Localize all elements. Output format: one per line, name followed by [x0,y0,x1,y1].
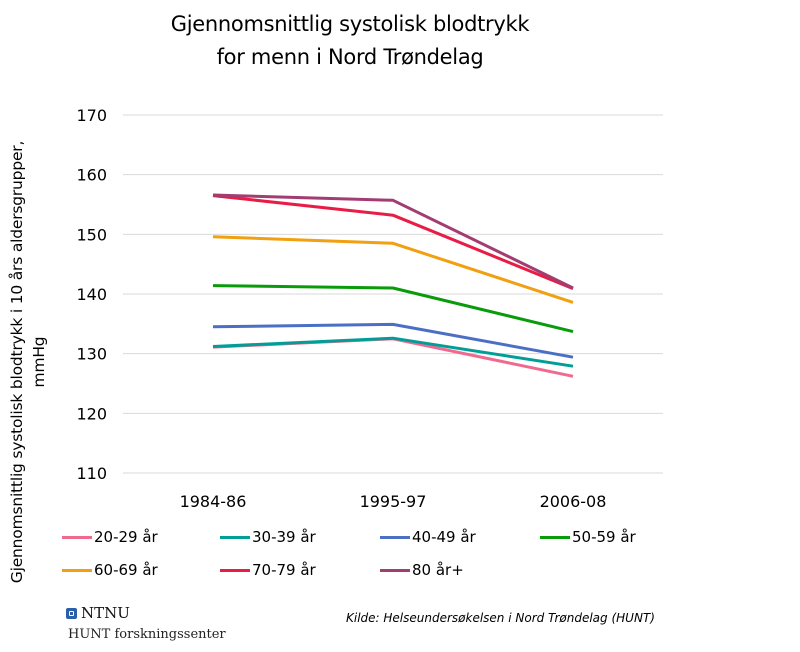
legend-item: 80 år+ [380,561,464,579]
legend-item: 40-49 år [380,528,476,546]
legend-swatch [62,568,92,572]
y-tick-label: 130 [76,345,107,364]
organization-name: HUNT forskningssenter [68,627,226,642]
y-tick-label: 110 [76,464,107,483]
chart-title-line-1: Gjennomsnittlig systolisk blodtrykk [170,12,530,36]
series-line-4 [212,284,574,334]
legend-label: 50-59 år [572,528,636,546]
legend-item: 30-39 år [220,528,316,546]
series-line-7 [212,193,574,290]
legend-swatch [220,568,250,572]
x-tick-label: 1995-97 [360,492,427,511]
chart-title-line-2: for menn i Nord Trøndelag [216,45,484,69]
x-tick-label: 2006-08 [540,492,607,511]
legend-swatch [540,535,570,539]
series-line-2 [212,336,574,368]
y-tick-label: 140 [76,285,107,304]
legend-item: 20-29 år [62,528,158,546]
y-tick-label: 160 [76,166,107,185]
legend-swatch [380,535,410,539]
series-line-6 [212,194,574,290]
legend-item: 60-69 år [62,561,158,579]
legend-label: 80 år+ [412,561,464,579]
legend-swatch [380,568,410,572]
ntnu-logo-text: NTNU [81,604,130,622]
y-tick-label: 170 [76,106,107,125]
legend-label: 20-29 år [94,528,158,546]
series-line-5 [212,235,574,304]
legend-label: 70-79 år [252,561,316,579]
legend-item: 70-79 år [220,561,316,579]
y-tick-label: 150 [76,225,107,244]
legend-label: 40-49 år [412,528,476,546]
legend-item: 50-59 år [540,528,636,546]
legend-swatch [62,535,92,539]
y-tick-label: 120 [76,404,107,423]
source-note: Kilde: Helseundersøkelsen i Nord Trøndel… [346,611,655,625]
ntnu-logo-icon [66,607,77,619]
legend-label: 30-39 år [252,528,316,546]
x-tick-label: 1984-86 [180,492,247,511]
legend-swatch [220,535,250,539]
ntnu-logo: NTNU [66,604,130,622]
legend-label: 60-69 år [94,561,158,579]
series-line-3 [212,322,574,359]
